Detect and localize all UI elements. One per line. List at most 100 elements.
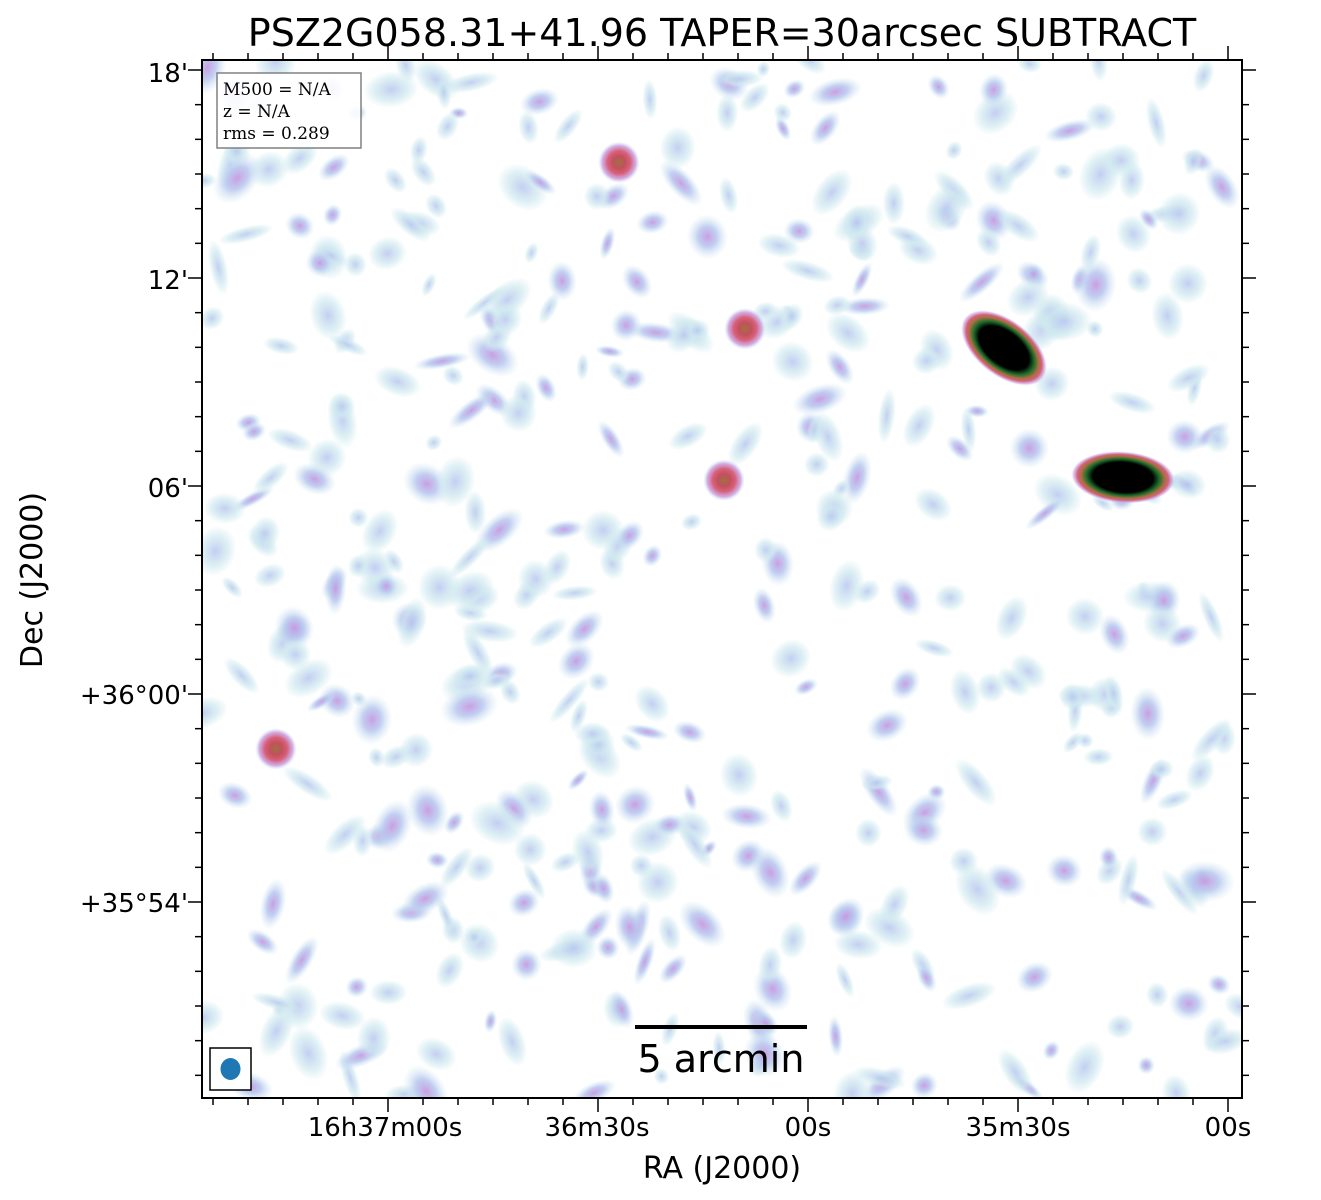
x-axis-label: RA (J2000) — [643, 1151, 801, 1186]
noise-blob — [941, 981, 997, 1010]
noise-blob — [653, 813, 686, 837]
noise-blob — [607, 360, 630, 384]
noise-blob — [202, 306, 225, 331]
noise-blob — [886, 225, 928, 248]
noise-blob — [1157, 191, 1201, 236]
bright-radio-source — [1071, 451, 1175, 504]
noise-blob — [1108, 390, 1157, 414]
noise-blob — [443, 810, 465, 835]
noise-blob — [788, 860, 823, 897]
noise-blob — [434, 455, 476, 508]
noise-blob — [810, 168, 853, 216]
noise-blob — [497, 1016, 528, 1067]
noise-blob — [658, 159, 704, 207]
noise-blob — [1130, 686, 1166, 741]
noise-blob — [911, 347, 942, 375]
y-tick-label: 18' — [148, 59, 188, 89]
noise-blob — [1115, 214, 1152, 254]
noise-blob — [945, 435, 974, 462]
noise-blob — [841, 204, 872, 242]
noise-blob — [1204, 425, 1231, 454]
noise-blob — [727, 421, 764, 467]
noise-blob — [816, 501, 847, 532]
noise-blob — [1169, 468, 1207, 500]
y-tick-label: +35°54' — [80, 889, 188, 919]
y-tick-label: 12' — [148, 266, 188, 296]
noise-blob — [780, 258, 835, 283]
noise-blob — [464, 490, 487, 535]
noise-blob — [1145, 981, 1169, 1008]
noise-blob — [1045, 853, 1083, 888]
noise-blob — [439, 846, 474, 888]
noise-blob — [1145, 97, 1167, 149]
noise-blob — [469, 800, 526, 847]
noise-blob — [1059, 683, 1086, 711]
info-m500: M500 = N/A — [223, 80, 332, 100]
noise-blob — [889, 576, 924, 618]
noise-blob — [958, 261, 1005, 304]
noise-blob — [828, 559, 865, 613]
noise-blob — [1149, 758, 1175, 780]
x-tick-label: 00s — [785, 1113, 832, 1143]
noise-blob — [774, 116, 792, 141]
info-redshift: z = N/A — [223, 102, 291, 122]
noise-blob — [203, 492, 247, 525]
compact-radio-source — [724, 307, 766, 350]
noise-blob — [347, 554, 369, 578]
noise-blob — [965, 404, 990, 418]
compact-radio-source — [598, 141, 640, 184]
noise-blob — [292, 462, 337, 496]
compact-radio-source — [703, 459, 745, 502]
noise-blob — [557, 642, 596, 681]
noise-blob — [975, 672, 1007, 703]
noise-blob — [750, 846, 791, 899]
noise-blob — [779, 920, 808, 960]
noise-blob — [592, 872, 615, 904]
noise-blob — [480, 671, 512, 691]
noise-blob — [978, 72, 1009, 107]
bright-radio-source — [960, 310, 1048, 386]
noise-blob — [440, 685, 499, 728]
noise-blob — [1006, 277, 1050, 317]
noise-blob — [328, 334, 369, 357]
noise-blob — [1105, 1014, 1135, 1040]
scale-bar: 5 arcmin — [635, 1025, 807, 1081]
noise-blob — [596, 935, 620, 960]
noise-blob — [629, 853, 654, 878]
noise-blob — [1074, 257, 1117, 313]
info-box: M500 = N/A z = N/A rms = 0.289 — [216, 72, 362, 149]
noise-blob — [809, 110, 841, 147]
noise-blob — [877, 388, 896, 444]
noise-blob — [1098, 613, 1130, 655]
x-tick-label: 35m30s — [965, 1113, 1070, 1143]
noise-blob — [288, 1025, 329, 1081]
noise-blob — [318, 1001, 366, 1031]
noise-blob — [309, 290, 347, 341]
noise-blob — [588, 790, 615, 829]
noise-blob — [712, 1031, 726, 1066]
noise-blob — [842, 450, 872, 505]
noise-blob — [1165, 622, 1201, 650]
noise-blob — [425, 434, 443, 451]
noise-blob — [1160, 869, 1199, 916]
noise-blob — [202, 172, 217, 189]
noise-blob — [250, 992, 303, 1013]
noise-blob — [435, 952, 465, 989]
noise-blob — [483, 1009, 498, 1033]
noise-blob — [853, 1066, 907, 1090]
noise-blob — [1137, 1055, 1156, 1075]
noise-blob — [221, 576, 243, 598]
plot-frame — [201, 59, 1243, 1099]
noise-blob — [435, 112, 460, 141]
noise-blob — [1009, 428, 1050, 469]
noise-blob — [564, 609, 604, 649]
noise-blob — [997, 144, 1043, 187]
noise-blob — [1024, 496, 1066, 531]
y-tick-label: +36°00' — [80, 681, 188, 711]
noise-blob — [1161, 1074, 1192, 1098]
info-box-frame — [216, 72, 362, 149]
noise-blob — [217, 781, 253, 810]
noise-blob — [406, 783, 450, 837]
noise-blob — [517, 559, 554, 599]
